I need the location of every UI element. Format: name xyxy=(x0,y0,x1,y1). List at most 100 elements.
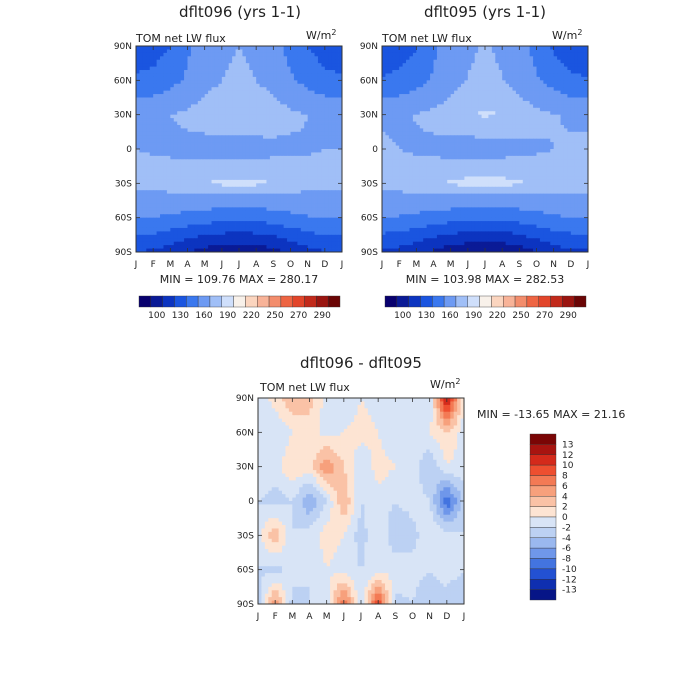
heatmap-cell xyxy=(184,152,188,157)
heatmap-cell xyxy=(300,111,305,116)
heatmap-cell xyxy=(307,124,312,129)
heatmap-cell xyxy=(184,66,188,71)
heatmap-cell xyxy=(464,83,469,88)
heatmap-cell xyxy=(245,107,250,112)
heatmap-cell xyxy=(232,166,236,170)
heatmap-cell xyxy=(259,94,264,98)
colorbar-label: 130 xyxy=(172,311,189,321)
heatmap-cell xyxy=(177,234,182,239)
heatmap-cell xyxy=(557,63,561,67)
heatmap-cell xyxy=(218,66,223,71)
heatmap-cell xyxy=(293,131,298,136)
heatmap-cell xyxy=(273,114,278,119)
heatmap-cell xyxy=(166,111,171,116)
heatmap-cell xyxy=(160,145,164,150)
heatmap-cell xyxy=(526,56,531,61)
heatmap-cell xyxy=(515,83,520,88)
heatmap-cell xyxy=(221,231,226,236)
heatmap-cell xyxy=(447,73,452,78)
heatmap-cell xyxy=(283,128,288,133)
heatmap-cell xyxy=(464,90,469,95)
heatmap-cell xyxy=(276,124,281,129)
heatmap-cell xyxy=(142,203,147,208)
heatmap-cell xyxy=(146,149,151,153)
heatmap-cell xyxy=(273,207,278,212)
heatmap-cell xyxy=(388,118,393,122)
heatmap-cell xyxy=(153,149,157,153)
heatmap-cell xyxy=(515,87,520,92)
heatmap-cell xyxy=(324,114,329,119)
heatmap-cell xyxy=(266,238,271,243)
heatmap-cell xyxy=(328,227,333,232)
heatmap-cell xyxy=(560,49,565,54)
heatmap-cell xyxy=(338,248,342,252)
heatmap-cell xyxy=(235,169,240,174)
heatmap-cell xyxy=(228,107,233,112)
heatmap-cell xyxy=(290,138,295,143)
heatmap-cell xyxy=(314,124,319,129)
heatmap-cell xyxy=(300,94,305,98)
heatmap-cell xyxy=(481,76,486,81)
heatmap-cell xyxy=(218,248,223,252)
heatmap-cell xyxy=(166,70,171,74)
heatmap-cell xyxy=(252,83,257,88)
heatmap-cell xyxy=(184,221,188,225)
heatmap-cell xyxy=(197,238,202,243)
heatmap-cell xyxy=(560,76,565,81)
heatmap-cell xyxy=(471,49,476,54)
heatmap-cell xyxy=(412,56,417,61)
heatmap-cell xyxy=(180,169,185,174)
heatmap-cell xyxy=(283,173,288,177)
heatmap-cell xyxy=(546,73,551,78)
heatmap-cell xyxy=(245,94,250,98)
heatmap-cell xyxy=(245,197,250,201)
heatmap-cell xyxy=(245,118,250,122)
heatmap-cell xyxy=(245,80,250,85)
heatmap-cell xyxy=(180,104,185,109)
heatmap-cell xyxy=(324,145,329,150)
heatmap-cell xyxy=(214,56,219,61)
heatmap-cell xyxy=(173,173,178,177)
heatmap-cell xyxy=(163,138,168,143)
heatmap-cell xyxy=(307,131,312,136)
heatmap-cell xyxy=(252,155,257,160)
heatmap-cell xyxy=(567,90,572,95)
heatmap-cell xyxy=(280,49,285,54)
heatmap-cell xyxy=(539,90,544,95)
heatmap-cell xyxy=(245,111,250,116)
heatmap-cell xyxy=(163,94,168,98)
heatmap-cell xyxy=(331,70,336,74)
heatmap-cell xyxy=(190,193,195,198)
heatmap-cell xyxy=(146,100,151,105)
heatmap-cell xyxy=(136,224,140,229)
heatmap-cell xyxy=(163,100,168,105)
heatmap-cell xyxy=(225,221,230,225)
heatmap-cell xyxy=(522,80,527,85)
heatmap-cell xyxy=(163,52,168,57)
heatmap-cell xyxy=(170,221,175,225)
heatmap-cell xyxy=(311,166,315,170)
heatmap-cell xyxy=(221,142,226,146)
heatmap-cell xyxy=(208,190,212,195)
heatmap-cell xyxy=(406,90,410,95)
heatmap-cell xyxy=(228,83,233,88)
heatmap-cell xyxy=(208,145,212,150)
heatmap-cell xyxy=(505,49,510,54)
heatmap-cell xyxy=(328,197,333,201)
heatmap-cell xyxy=(412,49,417,54)
heatmap-cell xyxy=(177,46,182,50)
heatmap-cell xyxy=(283,221,288,225)
heatmap-cell xyxy=(536,87,541,92)
heatmap-cell xyxy=(328,248,333,252)
heatmap-cell xyxy=(433,94,438,98)
heatmap-cell xyxy=(297,179,302,184)
heatmap-cell xyxy=(283,66,288,71)
heatmap-cell xyxy=(190,190,195,195)
heatmap-cell xyxy=(139,234,144,239)
heatmap-cell xyxy=(563,87,568,92)
heatmap-cell xyxy=(259,104,264,109)
heatmap-cell xyxy=(211,166,216,170)
heatmap-cell xyxy=(471,104,476,109)
heatmap-cell xyxy=(249,245,254,249)
heatmap-cell xyxy=(201,197,206,201)
